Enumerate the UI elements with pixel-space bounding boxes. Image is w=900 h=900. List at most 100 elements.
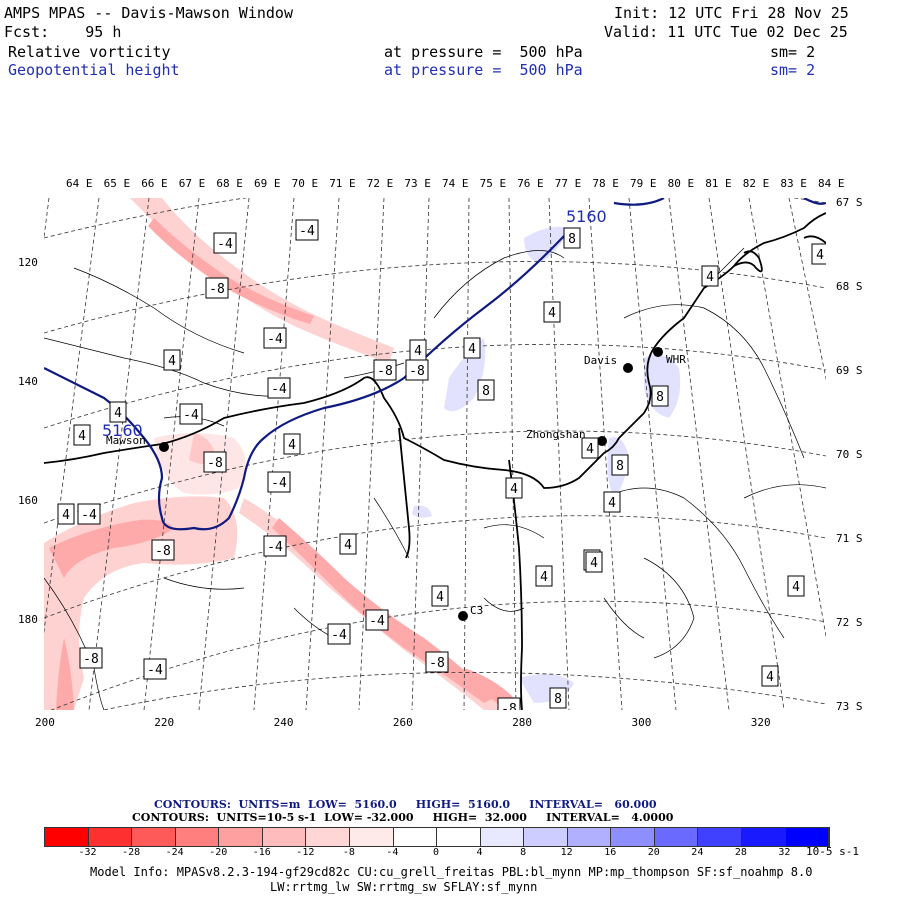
contour-value-box: 4 [581, 437, 599, 459]
svg-text:-4: -4 [183, 408, 199, 423]
field2-name: Geopotential height [8, 61, 180, 79]
colorbar-label: 24 [691, 847, 704, 858]
station-label-zhongshan: Zhongshan [526, 428, 586, 441]
field2-level: at pressure = 500 hPa [384, 61, 583, 79]
longitude-label: 84 E [818, 177, 845, 190]
contour-value-box: -4 [327, 623, 351, 645]
contour-value-box: -8 [497, 697, 521, 710]
contour-value-box: -4 [77, 503, 101, 525]
station-label-mawson: Mawson [106, 434, 146, 447]
contour-value-box: -8 [425, 651, 449, 673]
contour-value-box: 4 [431, 585, 449, 607]
svg-text:4: 4 [816, 248, 824, 263]
colorbar-swatch [88, 828, 133, 846]
contour-value-box: 4 [505, 477, 523, 499]
contour-value-box: 4 [339, 533, 357, 555]
longitude-label: 70 E [291, 177, 319, 190]
svg-text:4: 4 [344, 538, 352, 553]
svg-text:4: 4 [62, 508, 70, 523]
contour-value-box: -4 [143, 658, 167, 680]
colorbar-swatch [742, 828, 786, 846]
longitude-label: 64 E [66, 177, 93, 190]
contour-value-box: 4 [603, 491, 621, 513]
longitude-label: 71 E [329, 177, 356, 190]
colorbar-swatch [611, 828, 655, 846]
contour-value-box: 4 [535, 565, 553, 587]
svg-text:8: 8 [554, 692, 562, 707]
valid-time: Valid: 11 UTC Tue 02 Dec 25 [604, 23, 848, 41]
colorbar-swatch [175, 828, 220, 846]
contour-value-box: -8 [205, 277, 229, 299]
colorbar-label: 4 [476, 847, 483, 858]
colorbar-label: -4 [386, 847, 399, 858]
vorticity-contour-info: CONTOURS: UNITS=10-5 s-1 LOW= -32.000 HI… [132, 811, 674, 824]
contour-value-box: 4 [109, 401, 127, 423]
svg-text:8: 8 [616, 459, 624, 474]
svg-text:-8: -8 [409, 364, 425, 379]
station-label-c3: C3 [470, 604, 483, 617]
colorbar-swatch [45, 828, 89, 846]
longitude-label: 74 E [442, 177, 469, 190]
svg-text:4: 4 [608, 496, 616, 511]
y-tick-label: 160 [18, 494, 38, 507]
field2-smooth: sm= 2 [770, 61, 816, 79]
contour-value-box: -4 [263, 327, 287, 349]
map-title: AMPS MPAS -- Davis-Mawson Window [4, 4, 293, 22]
station-zhongshan-marker [597, 436, 607, 446]
colorbar-label: 28 [734, 847, 747, 858]
forecast-hour: Fcst: 95 h [4, 23, 122, 41]
svg-text:4: 4 [468, 342, 476, 357]
station-davis-marker [623, 363, 633, 373]
contour-value-box: -8 [405, 359, 429, 381]
longitude-label: 65 E [103, 177, 131, 190]
contour-value-box: -4 [365, 609, 389, 631]
contour-value-box: -4 [213, 232, 237, 254]
height-contour-info: CONTOURS: UNITS=m LOW= 5160.0 HIGH= 5160… [154, 798, 657, 811]
svg-text:4: 4 [78, 429, 86, 444]
colorbar-label: 16 [604, 847, 617, 858]
svg-text:-4: -4 [147, 663, 163, 678]
station-c3-marker [458, 611, 468, 621]
longitude-label: 69 E [254, 177, 281, 190]
colorbar-label: -8 [342, 847, 355, 858]
contour-value-box: 8 [477, 379, 495, 401]
longitude-label: 73 E [404, 177, 431, 190]
latitude-label: 70 S [836, 448, 863, 461]
colorbar-swatch [219, 828, 263, 846]
contour-value-box: 4 [701, 265, 719, 287]
svg-text:-4: -4 [271, 476, 287, 491]
colorbar-swatch [262, 828, 307, 846]
colorbar-label: 0 [432, 847, 440, 858]
svg-text:4: 4 [586, 442, 594, 457]
svg-text:-4: -4 [81, 508, 97, 523]
contour-value-box: 4 [787, 575, 805, 597]
contour-value-box: 8 [549, 687, 567, 709]
latitude-label: 72 S [836, 616, 863, 629]
contour-value-box: -8 [373, 359, 397, 381]
x-tick-label: 260 [392, 716, 413, 729]
vorticity-map[interactable]: Mawson Davis WHR Zhongshan C3 5160 5160 … [44, 198, 826, 710]
svg-text:-8: -8 [207, 456, 223, 471]
contour-value-box: -4 [263, 535, 287, 557]
svg-text:8: 8 [568, 232, 576, 247]
contour-value-box: 4 [543, 301, 561, 323]
y-tick-label: 140 [18, 375, 38, 388]
contour-value-box: -8 [203, 451, 227, 473]
geopotential-height-contour [44, 198, 826, 531]
contour-value-box: 4 [585, 551, 603, 573]
svg-text:4: 4 [114, 406, 122, 421]
colorbar-label: -28 [122, 847, 141, 858]
x-tick-label: 220 [154, 716, 175, 729]
init-time: Init: 12 UTC Fri 28 Nov 25 [614, 4, 849, 22]
colorbar-swatch [437, 828, 481, 846]
colorbar-label: -16 [252, 847, 271, 858]
svg-text:4: 4 [548, 306, 556, 321]
x-tick-label: 320 [750, 716, 771, 729]
svg-text:8: 8 [656, 390, 664, 405]
field1-name: Relative vorticity [8, 43, 171, 61]
contour-value-box: -4 [295, 219, 319, 241]
x-tick-label: 300 [631, 716, 652, 729]
contour-value-box: -8 [79, 647, 103, 669]
svg-text:4: 4 [706, 270, 714, 285]
colorbar-label: -32 [78, 847, 97, 858]
